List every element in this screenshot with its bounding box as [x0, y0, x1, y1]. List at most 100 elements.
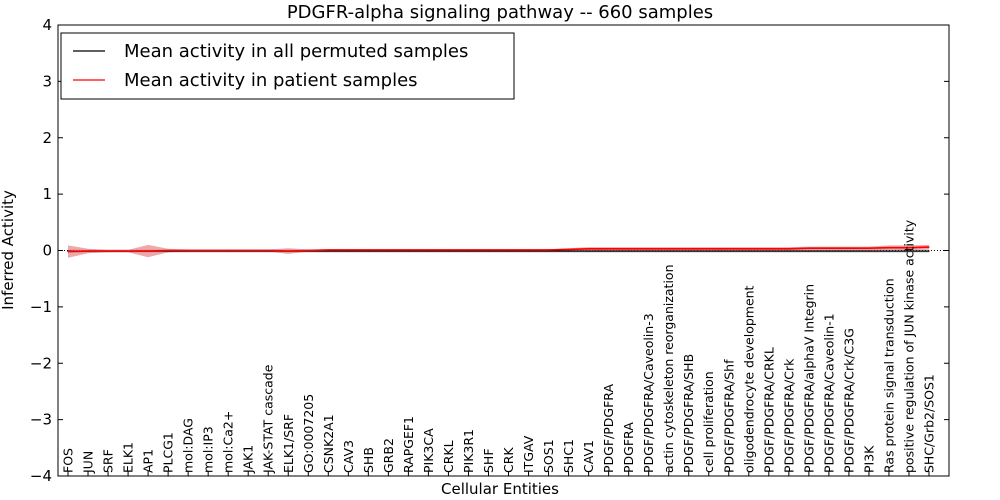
permuted-data-point — [808, 250, 810, 252]
patient-data-point — [247, 249, 249, 252]
permuted-data-point — [507, 250, 510, 252]
chart-title: PDGFR-alpha signaling pathway -- 660 sam… — [287, 2, 713, 23]
x-tick-label: PDGFRA — [621, 422, 636, 473]
x-tick-label: actin cytoskeleton reorganization — [661, 264, 676, 473]
patient-data-point — [748, 248, 750, 250]
y-tick-label: −3 — [30, 411, 52, 429]
y-tick-label: 4 — [42, 16, 52, 34]
x-tick-label: GRB2 — [381, 438, 396, 473]
patient-data-point — [227, 249, 229, 252]
patient-data-point — [267, 249, 269, 252]
x-tick-label: JUN — [81, 451, 96, 474]
x-tick-label: PDGF/PDGFRA/Shf — [721, 359, 736, 473]
patient-data-point — [167, 249, 169, 252]
x-tick-label: SHC1 — [561, 439, 576, 473]
permuted-data-point — [688, 250, 690, 252]
permuted-data-point — [447, 250, 450, 252]
permuted-data-point — [768, 250, 770, 252]
patient-data-point — [567, 248, 570, 250]
patient-data-point — [908, 247, 910, 249]
y-axis-label: Inferred Activity — [0, 190, 17, 310]
x-tick-label: ELK1 — [121, 442, 136, 473]
x-tick-label: JAK1 — [241, 445, 256, 474]
permuted-data-point — [828, 250, 830, 252]
x-tick-label: PDGF/PDGFRA/Caveolin-3 — [641, 313, 656, 473]
patient-data-point — [728, 248, 730, 250]
series-lines — [67, 246, 930, 253]
patient-data-point — [507, 249, 510, 251]
y-tick-label: −2 — [30, 354, 52, 372]
x-tick-label: PIK3R1 — [461, 429, 476, 473]
patient-data-point — [387, 249, 389, 251]
y-tick-label: 1 — [42, 185, 52, 203]
y-tick-label: −1 — [30, 298, 52, 316]
permuted-data-point — [467, 250, 470, 252]
patient-data-point — [868, 247, 870, 249]
patient-data-point — [768, 248, 770, 250]
y-tick-label: −4 — [30, 467, 52, 485]
patient-data-point — [648, 248, 650, 250]
patient-data-point — [588, 248, 590, 250]
x-tick-label: ELK1/SRF — [281, 414, 296, 473]
x-tick-label: PDGF/PDGFRA/Crk/C3G — [841, 328, 856, 473]
x-tick-label: FOS — [61, 448, 76, 473]
legend-box — [60, 32, 515, 100]
patient-series-line — [67, 246, 930, 253]
permuted-data-point — [788, 250, 790, 252]
patient-data-point — [467, 249, 470, 251]
x-tick-label: cell proliferation — [701, 371, 716, 473]
permuted-data-point — [387, 250, 389, 252]
patient-data-point — [287, 250, 289, 252]
x-tick-label: PDGF/PDGFRA — [601, 384, 616, 473]
patient-data-point — [407, 249, 409, 251]
permuted-data-point — [527, 250, 530, 252]
x-tick-label: PDGF/PDGFRA/SHB — [681, 354, 696, 473]
legend: Mean activity in all permuted samples Me… — [60, 32, 515, 100]
x-tick-label: ITGAV — [521, 435, 536, 473]
x-tick-label: mol:Ca2+ — [221, 411, 236, 473]
permuted-data-point — [427, 250, 430, 252]
permuted-data-point — [407, 250, 409, 252]
x-tick-label: PLCG1 — [161, 432, 176, 473]
permuted-data-point — [708, 250, 710, 252]
x-tick-label: Ras protein signal transduction — [882, 278, 897, 473]
legend-label-permuted: Mean activity in all permuted samples — [124, 41, 468, 62]
patient-data-point — [367, 249, 369, 251]
patient-data-point — [527, 249, 530, 251]
patient-data-point — [888, 247, 890, 249]
x-tick-label: SRF — [101, 449, 116, 473]
patient-data-point — [708, 248, 710, 250]
x-tick-label: CSNK2A1 — [321, 414, 336, 473]
legend-label-patient: Mean activity in patient samples — [124, 70, 418, 91]
permuted-data-point — [588, 250, 590, 252]
permuted-data-point — [628, 250, 630, 252]
x-tick-label: AP1 — [141, 449, 156, 473]
patient-data-point — [127, 250, 129, 252]
x-axis-label: Cellular Entities — [441, 480, 559, 498]
x-tick-label: PDGF/PDGFRA/CRKL — [761, 347, 776, 473]
x-tick-label: CAV3 — [341, 440, 356, 473]
patient-data-point — [828, 247, 830, 249]
x-tick-label: PIK3CA — [421, 428, 436, 473]
permuted-data-point — [928, 250, 930, 252]
permuted-data-point — [668, 250, 670, 252]
patient-data-point — [808, 247, 810, 249]
patient-data-point — [547, 249, 550, 251]
x-tick-label: PDGF/PDGFRA/alphaV Integrin — [801, 284, 816, 473]
patient-data-point — [788, 248, 790, 250]
x-tick-label: CRK — [501, 447, 516, 473]
patient-data-point — [688, 248, 690, 250]
permuted-data-point — [908, 250, 910, 252]
x-tick-label: SHF — [481, 448, 496, 473]
x-tick-label: RAPGEF1 — [401, 416, 416, 473]
patient-data-point — [427, 249, 430, 251]
permuted-data-point — [648, 250, 650, 252]
permuted-data-point — [487, 250, 490, 252]
y-axis: −4 −3 −2 −1 0 1 2 3 4 — [30, 16, 949, 485]
patient-data-point — [347, 249, 349, 251]
x-tick-label: oligodendrocyte development — [741, 285, 756, 473]
permuted-data-point — [567, 250, 570, 252]
patient-data-point — [447, 249, 450, 251]
patient-data-point — [67, 251, 69, 253]
patient-data-point — [628, 248, 630, 250]
